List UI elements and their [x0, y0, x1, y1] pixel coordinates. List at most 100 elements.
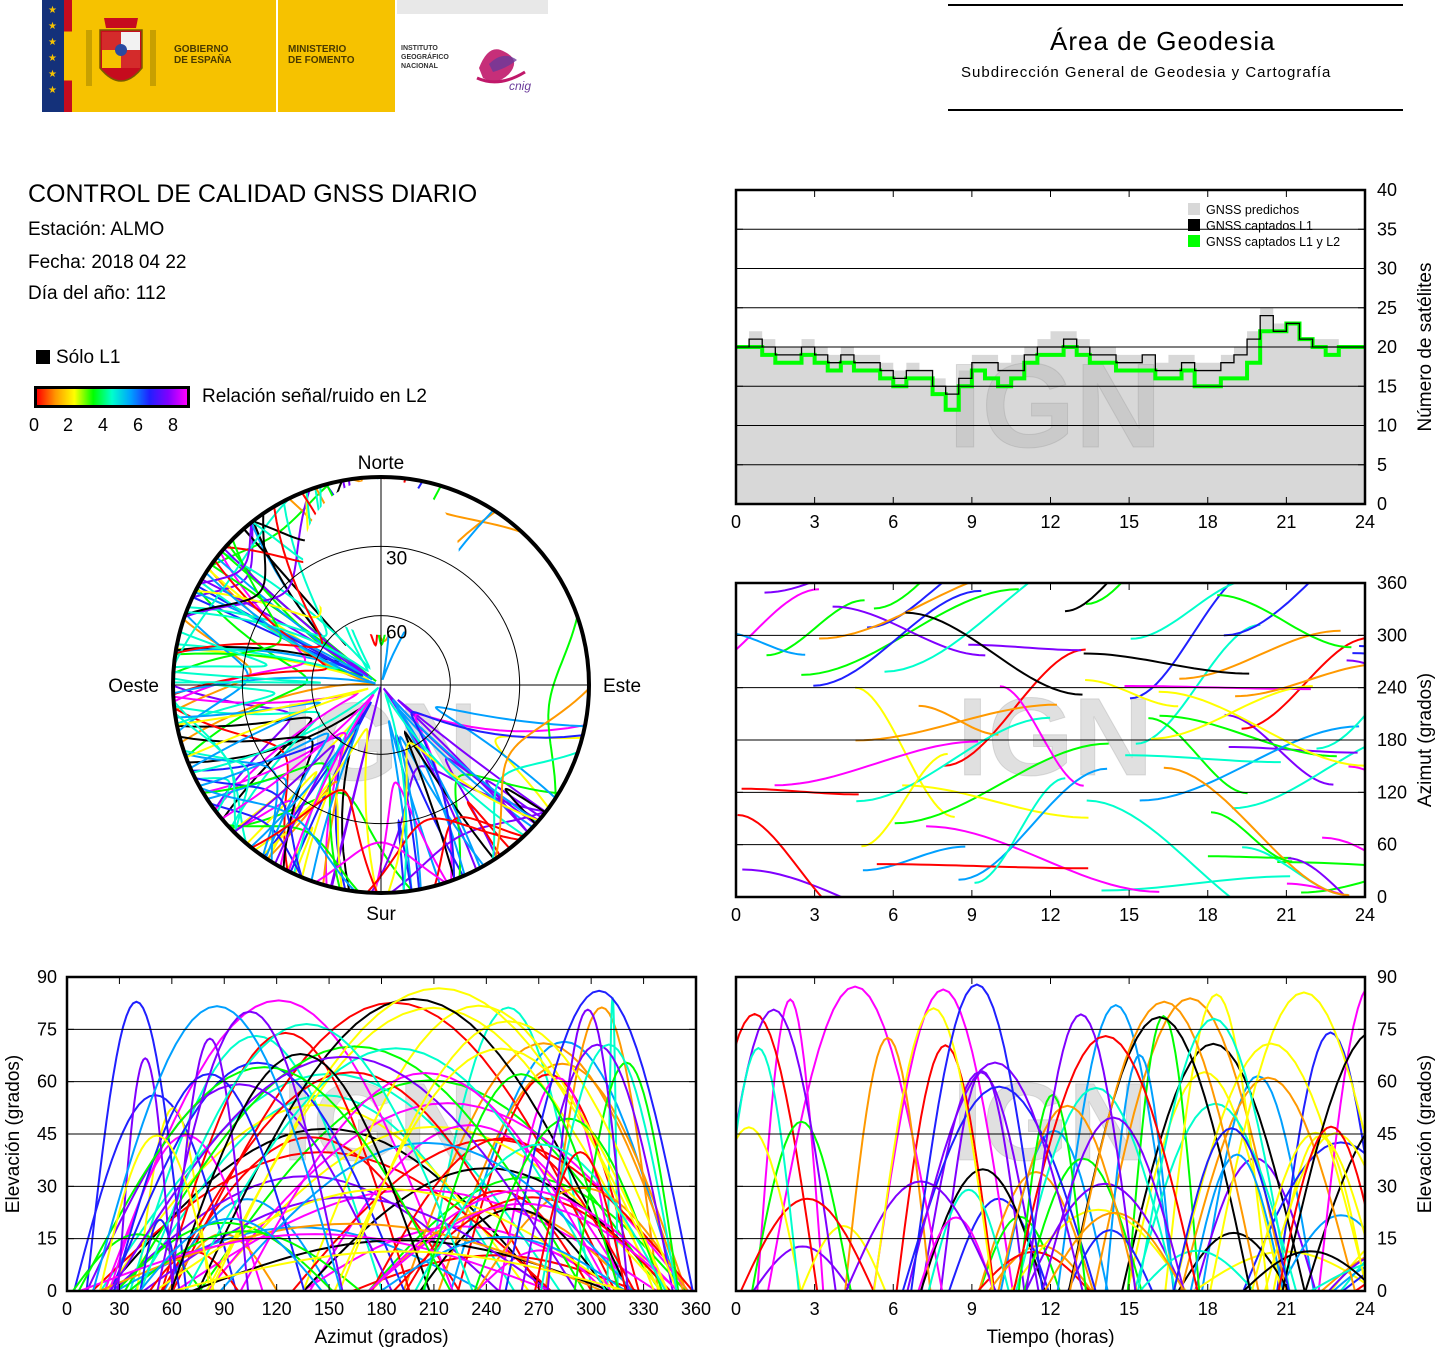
x-tick-label: 15: [1119, 1299, 1139, 1319]
elevation-azimuth-track: [139, 1217, 323, 1291]
azimuth-track: [1277, 861, 1365, 866]
elevation-time-track: [1126, 1014, 1201, 1291]
skyplot-track: [382, 687, 537, 871]
azimuth-tracks: IGN: [736, 583, 1365, 897]
elevation-time-track: [1025, 1013, 1137, 1291]
elevation-azimuth-track: [475, 1186, 689, 1291]
x-tick-label: 15: [1119, 512, 1139, 532]
azimuth-track: [1241, 637, 1365, 730]
y-tick-label: 60: [1377, 1072, 1397, 1092]
elevation-azimuth-track: [368, 1189, 679, 1291]
x-tick-label: 0: [731, 1299, 741, 1319]
azimuth-track: [968, 643, 1082, 652]
elevation-time-track: [1041, 1116, 1185, 1291]
azimuth-track: [855, 686, 955, 818]
skyplot-track: [184, 489, 311, 618]
x-tick-label: 3: [810, 512, 820, 532]
x-axis-label: Azimut (grados): [314, 1327, 448, 1348]
horizon-circle: [171, 475, 591, 895]
elevation-time-track: [906, 1061, 1084, 1291]
skyplot-track: [504, 787, 546, 825]
skyplot-track: [173, 559, 328, 696]
elevation-azimuth-track: [380, 1235, 627, 1291]
elevation-azimuth-track: [123, 1045, 586, 1291]
elevation-azimuth-track: [540, 1043, 678, 1291]
azimuth-track: [764, 583, 812, 594]
y-tick-label: 40: [1377, 180, 1397, 200]
elevation-azimuth-track: [209, 987, 669, 1291]
snr-tick: 4: [98, 415, 109, 435]
y-tick-label: 30: [1377, 1176, 1397, 1196]
date-label: Fecha: 2018 04 22: [28, 252, 187, 273]
elevation-time-track: [1043, 1211, 1185, 1291]
elevation-time-track: [1015, 1086, 1177, 1291]
legend-label: GNSS captados L1 y L2: [1206, 235, 1340, 249]
header-rule-bottom: [948, 109, 1403, 111]
azimuth-track: [1210, 811, 1293, 863]
snr-label: Relación señal/ruido en L2: [202, 386, 427, 407]
x-tick-label: 120: [262, 1299, 292, 1319]
elevation-azimuth-track: [139, 1022, 474, 1291]
azimuth-track: [974, 777, 1066, 884]
snr-colorbar: [34, 386, 190, 408]
elevation-azimuth-track: [422, 1073, 620, 1291]
y-tick-label: 180: [1377, 730, 1407, 750]
y-tick-label: 25: [1377, 298, 1397, 318]
x-tick-label: 360: [681, 1299, 711, 1319]
azimuth-track: [943, 648, 1086, 767]
azimuth-track: [832, 605, 986, 657]
plot-frame: [734, 581, 1367, 899]
x-tick-label: 3: [810, 1299, 820, 1319]
elevation-time-track: [1137, 1017, 1291, 1291]
skyplot-track: [433, 816, 524, 887]
gobierno-logo: ★ ★ ★ ★ ★ ★ GOBIERNO DE ESPAÑA: [42, 0, 276, 112]
area-subtitle: Subdirección General de Geodesia y Carto…: [961, 64, 1332, 81]
azimuth-track: [855, 703, 1057, 742]
compass-east: Este: [603, 676, 641, 697]
skyplot-track: [384, 691, 525, 892]
elevation-time-track: [1024, 1182, 1185, 1291]
elevation-azimuth-track: [128, 1230, 362, 1291]
azimuth-track: [1231, 745, 1365, 810]
elevation-time-track: [1242, 1250, 1365, 1291]
skyplot-track: [185, 513, 267, 616]
x-tick-label: 15: [1119, 905, 1139, 925]
elevation-time-track: [895, 1044, 996, 1291]
azimuth-track: [1130, 583, 1238, 640]
azimuth-track: [1125, 754, 1281, 764]
skyplot-track: [173, 677, 276, 725]
skyplot-track: [206, 776, 288, 857]
ministerio-logo: MINISTERIO DE FOMENTO: [278, 0, 395, 112]
skyplot-track: [366, 817, 520, 893]
gobierno-label: GOBIERNO DE ESPAÑA: [174, 44, 232, 66]
skyplot-track: [266, 780, 339, 885]
x-tick-label: 24: [1355, 905, 1375, 925]
y-tick-label: 20: [1377, 337, 1397, 357]
elevation-time-track: [997, 1104, 1138, 1291]
y-tick-label: 45: [1377, 1124, 1397, 1144]
azimuth-track: [867, 583, 944, 629]
y-tick-label: 0: [1377, 494, 1387, 514]
y-tick-label: 15: [1377, 376, 1397, 396]
area-title: Área de Geodesia: [1050, 26, 1276, 56]
ign-logo: INSTITUTO GEOGRÁFICO NACIONAL cnig: [397, 0, 548, 112]
x-tick-label: 30: [109, 1299, 129, 1319]
y-axis-label: Elevación (grados): [3, 1055, 24, 1213]
x-tick-label: 210: [419, 1299, 449, 1319]
x-tick-label: 9: [967, 1299, 977, 1319]
elevation-time-track: [752, 1245, 853, 1291]
y-tick-label: 0: [1377, 887, 1387, 907]
x-tick-label: 150: [314, 1299, 344, 1319]
flag-strip: [64, 0, 72, 112]
y-axis-label: Elevación (grados): [1415, 1055, 1436, 1213]
header-logos: ★ ★ ★ ★ ★ ★ GOBIERNO DE ESPAÑA MINISTERIO DE…: [42, 0, 548, 112]
x-tick-label: 300: [576, 1299, 606, 1319]
azimuth-track: [1139, 725, 1360, 802]
skyplot-track: [494, 687, 589, 860]
elevation-time-track: [736, 1008, 837, 1291]
y-tick-label: 0: [47, 1281, 57, 1301]
snr-tick: 2: [63, 415, 74, 435]
solo-l1-swatch: [36, 350, 50, 364]
